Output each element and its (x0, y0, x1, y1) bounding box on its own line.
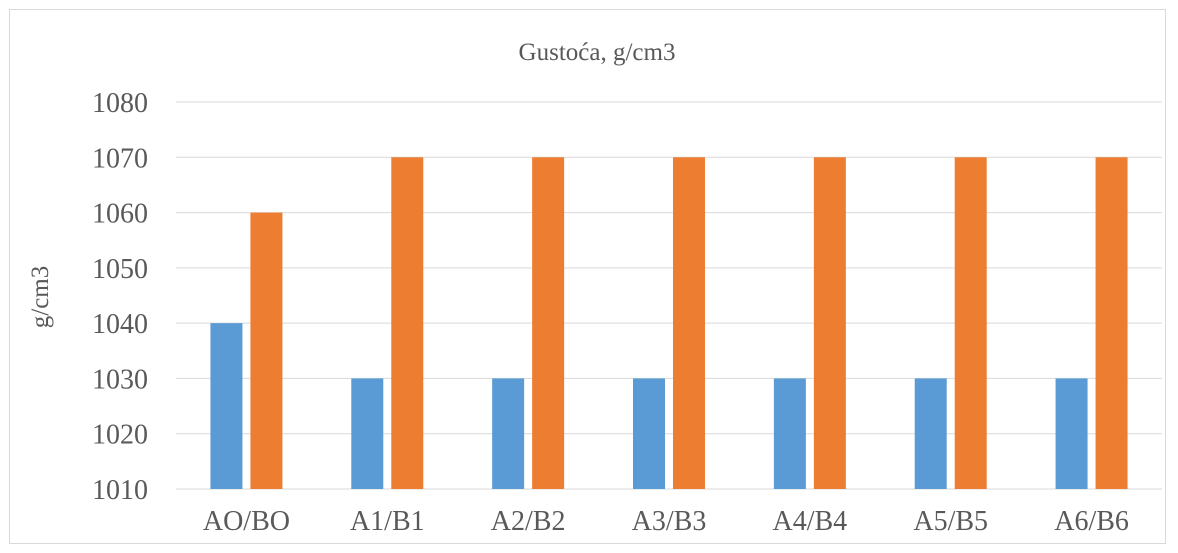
y-tick-label: 1080 (92, 88, 148, 119)
bar-series2-ao-bo (250, 212, 283, 490)
bar-series1-a2-b2 (492, 378, 525, 489)
y-tick-label: 1070 (92, 143, 148, 174)
y-axis-ticks: 1010 1020 1030 1040 1050 1060 1070 1080 (92, 88, 148, 506)
bar-series1-a4-b4 (773, 378, 806, 489)
x-category-label: AO/BO (203, 506, 290, 537)
y-tick-label: 1060 (92, 199, 148, 230)
y-tick-label: 1020 (92, 420, 148, 451)
bar-series2-a4-b4 (813, 157, 846, 490)
x-category-label: A3/B3 (632, 506, 707, 537)
bar-series1-ao-bo (210, 323, 243, 489)
y-axis-label: g/cm3 (27, 266, 54, 329)
x-category-label: A2/B2 (491, 506, 566, 537)
y-tick-label: 1010 (92, 475, 148, 506)
bar-series1-a3-b3 (633, 378, 665, 489)
bar-series2-a6-b6 (1095, 157, 1128, 490)
bar-series2-a5-b5 (954, 157, 987, 490)
x-category-label: A6/B6 (1054, 506, 1129, 537)
bar-series2-a1-b1 (391, 157, 424, 490)
bars (210, 157, 1128, 490)
chart-title: Gustoća, g/cm3 (519, 39, 676, 66)
bar-series1-a5-b5 (914, 378, 947, 489)
x-category-label: A4/B4 (773, 506, 848, 537)
x-category-label: A5/B5 (913, 506, 988, 537)
bar-series2-a3-b3 (673, 157, 705, 490)
x-category-label: A1/B1 (350, 506, 425, 537)
bar-series2-a2-b2 (532, 157, 565, 490)
y-tick-label: 1040 (92, 309, 148, 340)
bar-series1-a6-b6 (1055, 378, 1088, 489)
gridlines (176, 101, 1162, 490)
y-tick-label: 1030 (92, 364, 148, 395)
bar-series1-a1-b1 (351, 378, 384, 489)
y-tick-label: 1050 (92, 254, 148, 285)
x-axis-categories: AO/BO A1/B1 A2/B2 A3/B3 A4/B4 A5/B5 A6/B6 (203, 506, 1129, 537)
